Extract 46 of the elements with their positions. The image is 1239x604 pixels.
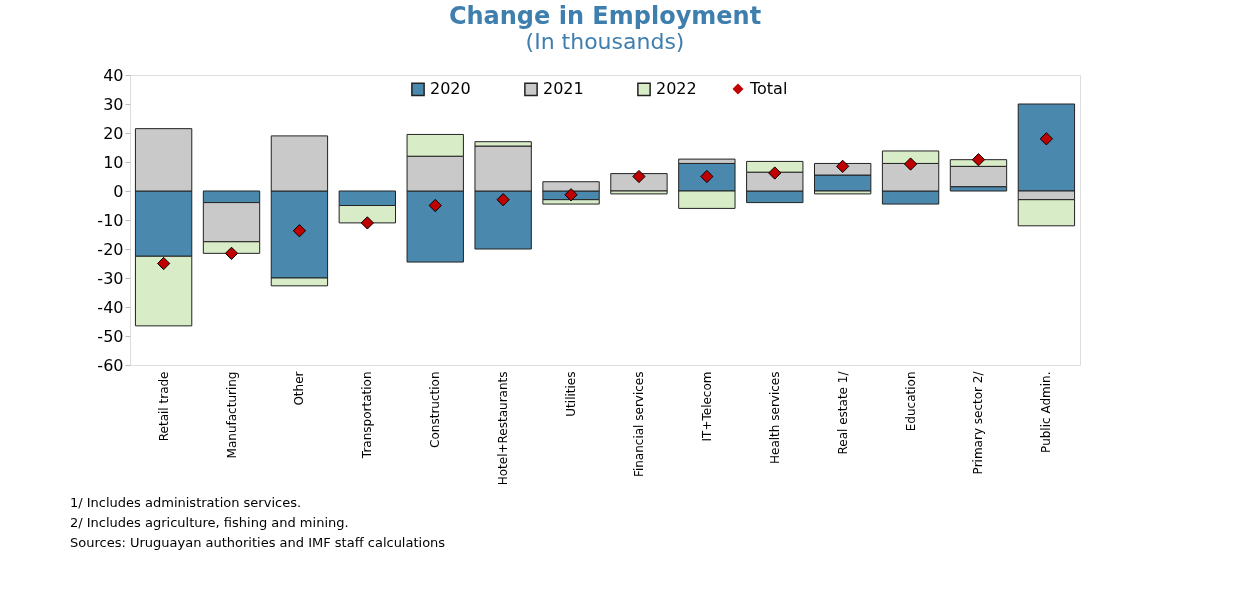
x-tick-label: Transportation [360, 371, 375, 460]
point [768, 166, 782, 180]
point [428, 198, 442, 213]
text: 1/ Includes administration services. [70, 495, 302, 510]
y-tick-label: 10 [103, 152, 124, 172]
x-tick-label: Primary sector 2/ [971, 370, 986, 475]
point [224, 246, 239, 260]
y-tick-label: 20 [103, 123, 124, 143]
text: 2/ Includes agriculture, fishing and mining. [70, 515, 349, 530]
point [292, 224, 307, 238]
x-tick-label: Real estate 1/ [835, 370, 850, 455]
y-tick-label: -10 [97, 210, 124, 230]
y-tick-label: -20 [97, 239, 124, 259]
x-tick-label: Education [903, 371, 918, 432]
point [156, 256, 171, 271]
y-tick-label: -40 [97, 297, 124, 317]
legend-label: 2022 [656, 79, 697, 99]
x-tick-label: IT+Telecom [699, 371, 714, 442]
x-tick-label: Financial services [631, 371, 646, 478]
x-tick-label: Manufacturing [224, 371, 239, 459]
legend-label: 2021 [543, 79, 584, 99]
x-tick-label: Health services [767, 371, 782, 464]
chart-title: Change in Employment [448, 2, 762, 30]
y-tick-label: -60 [97, 355, 124, 375]
y-tick-label: -30 [97, 268, 124, 288]
y-tick-label: 0 [113, 181, 124, 201]
point [1039, 132, 1054, 146]
y-tick-label: 40 [103, 65, 124, 85]
point [971, 153, 986, 167]
x-tick-label: Other [292, 371, 307, 406]
point [903, 157, 918, 171]
point [836, 159, 850, 173]
point [496, 193, 510, 207]
x-tick-label: Hotel+Restaurants [496, 371, 511, 486]
x-tick-label: Utilities [564, 371, 579, 417]
point [360, 216, 374, 230]
chart-subtitle: (In thousands) [525, 29, 685, 54]
legend-label: Total [749, 79, 788, 98]
x-tick-label: Construction [428, 371, 443, 448]
legend-label: 2020 [430, 79, 471, 99]
source-note: Sources: Uruguayan authorities and IMF staff calculations [70, 535, 446, 550]
x-tick-label: Public Admin. [1039, 371, 1054, 453]
y-tick-label: 30 [103, 94, 124, 114]
x-tick-label: Retail trade [156, 371, 171, 442]
point [564, 188, 578, 202]
y-tick-label: -50 [97, 326, 124, 346]
